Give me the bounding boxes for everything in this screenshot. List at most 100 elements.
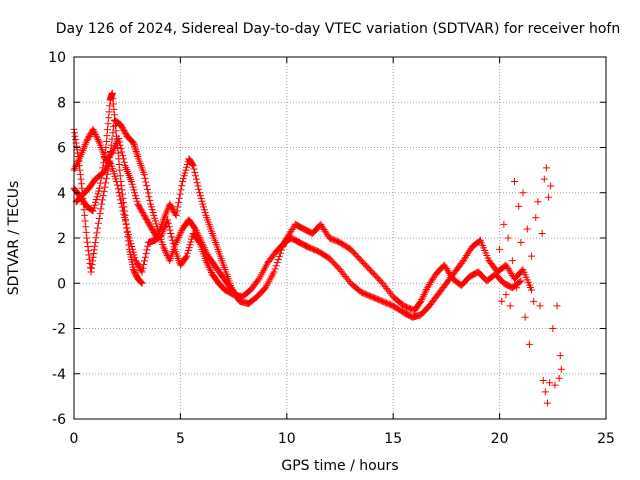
data-point: [418, 294, 426, 302]
data-point: [124, 237, 132, 245]
data-point: [121, 211, 129, 219]
data-point: [93, 134, 101, 142]
data-point: [119, 151, 127, 159]
data-point: [101, 149, 109, 157]
data-point: [271, 265, 279, 273]
y-tick-label: 2: [57, 231, 66, 247]
data-point: [119, 199, 127, 207]
data-point: [91, 129, 99, 137]
data-point: [105, 114, 113, 122]
data-point: [549, 325, 557, 332]
data-point: [76, 171, 84, 179]
data-point: [421, 289, 429, 297]
data-point: [521, 313, 529, 321]
data-point: [205, 263, 213, 271]
data-point: [88, 261, 96, 269]
data-point: [144, 242, 152, 250]
x-tick-label: 20: [491, 431, 509, 447]
data-point: [103, 132, 111, 140]
data-point: [132, 147, 140, 155]
series-track-C: [70, 116, 244, 305]
data-point: [498, 297, 506, 305]
data-point: [138, 279, 146, 287]
series-late-scatter: [496, 164, 565, 407]
data-point: [528, 286, 536, 294]
data-point: [195, 185, 203, 193]
data-point: [553, 302, 561, 310]
data-point: [198, 239, 206, 247]
data-point: [104, 126, 112, 134]
data-point: [500, 220, 508, 228]
data-point: [77, 180, 85, 188]
data-point: [140, 171, 148, 179]
data-point: [546, 379, 554, 387]
data-point: [72, 163, 80, 171]
data-point: [530, 297, 538, 305]
data-point: [108, 89, 116, 97]
data-point: [175, 194, 183, 202]
data-point: [137, 278, 145, 286]
data-point: [539, 377, 547, 385]
data-point: [142, 250, 150, 258]
data-point: [74, 153, 82, 161]
data-point: [93, 229, 101, 237]
data-point: [71, 129, 79, 137]
data-point: [272, 262, 280, 270]
series-track-B: [72, 157, 536, 321]
data-point: [106, 147, 114, 155]
data-point: [202, 247, 210, 255]
data-point: [274, 255, 282, 263]
data-point: [193, 228, 201, 236]
data-point: [166, 226, 174, 234]
data-point: [114, 149, 122, 157]
data-point: [89, 253, 97, 261]
data-point: [236, 297, 244, 305]
data-point: [99, 192, 107, 200]
data-point: [102, 175, 110, 183]
data-point: [130, 139, 138, 147]
data-point: [270, 268, 278, 276]
data-point: [116, 166, 124, 174]
data-point: [177, 228, 185, 236]
data-point: [543, 399, 551, 407]
data-point: [525, 340, 533, 348]
data-point: [117, 182, 125, 190]
data-point: [76, 166, 84, 174]
data-point: [193, 179, 201, 187]
data-point: [92, 132, 100, 140]
data-point: [422, 287, 430, 295]
data-point: [112, 127, 120, 135]
data-point: [194, 230, 202, 238]
data-point: [555, 374, 563, 382]
data-point: [168, 236, 176, 244]
data-point: [189, 162, 197, 170]
y-tick-label: 8: [57, 95, 66, 111]
data-point: [133, 151, 141, 159]
y-tick-label: -6: [52, 412, 66, 428]
data-point: [197, 237, 205, 245]
data-point: [417, 297, 425, 305]
data-point: [199, 242, 207, 250]
data-point: [95, 137, 103, 145]
data-point: [74, 149, 82, 157]
data-point: [161, 246, 169, 254]
data-point: [510, 177, 518, 185]
data-point: [202, 249, 210, 257]
data-point: [140, 257, 148, 265]
data-point: [201, 245, 209, 253]
data-point: [131, 142, 139, 150]
data-point: [138, 279, 146, 287]
data-point: [125, 241, 133, 249]
y-tick-label: 10: [48, 50, 66, 66]
data-point: [517, 277, 525, 285]
data-point: [191, 168, 199, 176]
data-point: [235, 296, 243, 304]
data-point: [115, 155, 123, 163]
data-point: [96, 210, 104, 218]
data-point: [519, 189, 527, 197]
data-point: [190, 165, 198, 173]
data-point: [82, 223, 90, 231]
data-point: [94, 224, 102, 232]
data-point: [100, 159, 108, 167]
data-point: [192, 175, 200, 183]
